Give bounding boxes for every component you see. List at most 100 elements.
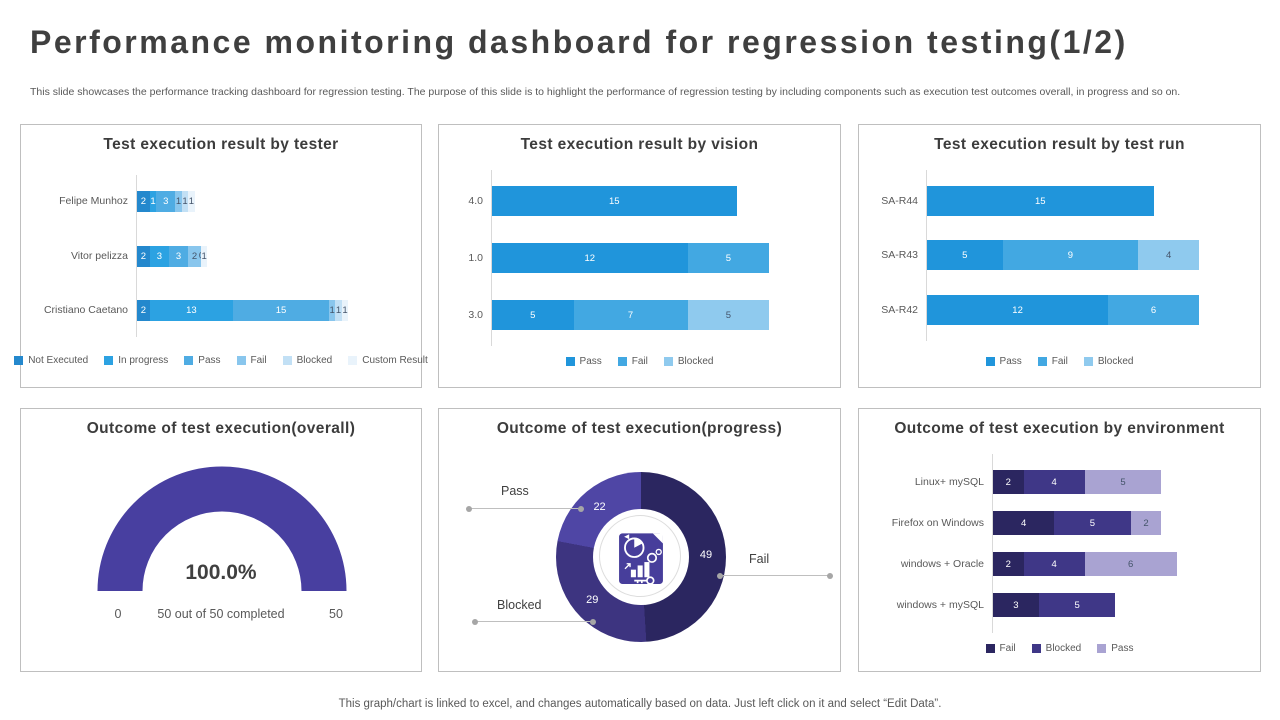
- legend-swatch: [617, 357, 627, 366]
- bar-segment: 2: [137, 299, 150, 321]
- footer-note: This graph/chart is linked to excel, and…: [338, 698, 942, 710]
- category-label: SA-R43: [881, 249, 918, 261]
- category-label: Cristiano Caetano: [43, 304, 128, 316]
- legend-item: Fail: [1037, 356, 1068, 367]
- legend-swatch: [282, 356, 292, 365]
- value-label: 3: [163, 195, 169, 207]
- legend-swatch: [14, 356, 24, 365]
- bar-segment: 4: [993, 511, 1055, 535]
- pie-label-pass: Pass: [501, 484, 529, 498]
- value-label: 5: [962, 249, 968, 261]
- leader-line-blocked: [472, 618, 596, 625]
- legend-item: Fail: [985, 643, 1016, 654]
- legend-swatch: [1083, 357, 1093, 366]
- legend-item: In progress: [104, 355, 168, 366]
- value-label: 5: [1120, 476, 1126, 488]
- value-label: 5: [725, 309, 731, 321]
- legend-item: Fail: [236, 355, 267, 366]
- gauge-caption: 50 out of 50 completed: [157, 607, 285, 621]
- legend-swatch: [663, 357, 673, 366]
- panel-test-execution-by-test-run: Test execution result by test run SA-R44…: [858, 124, 1261, 388]
- bar-segment: 1: [188, 190, 195, 212]
- panel-test-execution-by-tester: Test execution result by tester Felipe M…: [14, 124, 428, 388]
- donut-value-label: 22: [593, 500, 606, 513]
- bar-segment: 6: [1084, 552, 1177, 576]
- legend-swatch: [1031, 644, 1041, 653]
- bar-segment: 4: [1023, 470, 1085, 494]
- analytics-report-icon: [619, 533, 663, 585]
- chart-title: Test execution result by vision: [520, 136, 759, 153]
- legend-swatch: [1037, 357, 1047, 366]
- legend-item: Pass: [985, 356, 1022, 367]
- value-label: 12: [1012, 304, 1023, 316]
- bar-segment: 5: [1038, 593, 1116, 617]
- legend-item: Blocked: [663, 356, 714, 367]
- value-label: 4: [1051, 476, 1057, 488]
- legend-swatch: [184, 356, 194, 365]
- value-label: 1: [150, 195, 156, 207]
- pie-label-fail: Fail: [749, 552, 770, 566]
- bar-segment: 12: [492, 243, 688, 273]
- value-axis-line: [992, 454, 993, 633]
- bar-segment: 9: [1002, 240, 1139, 270]
- bar-segment: 5: [687, 243, 770, 273]
- value-label: 7: [627, 309, 634, 321]
- legend-swatch: [985, 644, 995, 653]
- value-label: 2: [1143, 517, 1149, 529]
- value-label: 12: [584, 252, 596, 264]
- legend-label: Blocked: [1045, 643, 1082, 654]
- chart-title: Test execution result by test run: [934, 136, 1185, 153]
- legend-label: Not Executed: [28, 355, 89, 366]
- chart-title: Test execution result by tester: [103, 136, 339, 153]
- stacked-bar: 233201: [137, 245, 208, 267]
- value-label: 1: [329, 304, 335, 316]
- stacked-bar-chart-test-run: SA-R44 15 SA-R43 5 9 4 SA-R42 12 6 Pass Fail Blocke…: [859, 125, 1260, 387]
- value-label: 2: [140, 304, 147, 316]
- bar-segment: 7: [573, 300, 688, 330]
- legend-label: Fail: [631, 356, 648, 367]
- bar-segment: 4: [1023, 552, 1085, 576]
- category-label: windows + mySQL: [896, 599, 984, 611]
- bar-segment: 5: [1084, 470, 1162, 494]
- value-label: 3: [175, 250, 182, 262]
- value-label: 2: [1005, 558, 1011, 570]
- bar-segment: 15: [927, 186, 1154, 216]
- legend-item: Pass: [565, 356, 602, 367]
- gauge-max-label: 50: [329, 607, 343, 621]
- stacked-bar: 12 5: [492, 243, 770, 273]
- legend-label: Pass: [198, 355, 221, 366]
- bar-segment: 2: [1130, 511, 1162, 535]
- legend-label: Pass: [1111, 643, 1134, 654]
- category-label: Felipe Munhoz: [59, 195, 128, 207]
- value-label: 6: [1150, 304, 1157, 316]
- bar-segment: 15: [232, 299, 329, 321]
- donut-inner-ring: [599, 515, 681, 597]
- value-label: 1: [201, 250, 207, 262]
- pie-label-blocked: Blocked: [497, 598, 542, 612]
- legend-label: Blocked: [677, 356, 714, 367]
- bar-segment: 13: [149, 299, 233, 321]
- legend-item: Custom Result: [348, 355, 428, 366]
- bar-segment: 2: [137, 190, 150, 212]
- stacked-bar-chart-environment: Linux+ mySQL 2 4 5 Firefox on Windows 4 5 2 wind…: [859, 409, 1260, 671]
- value-label: 3: [1013, 599, 1019, 611]
- bar-segment: 2: [188, 245, 201, 267]
- legend-label: Blocked: [1097, 356, 1134, 367]
- legend-item: Fail: [617, 356, 648, 367]
- stacked-bar: 2 4 6: [993, 552, 1177, 576]
- legend-label: Custom Result: [362, 355, 428, 366]
- chart-title: Outcome of test execution(overall): [86, 420, 356, 437]
- legend-label: Fail: [1051, 356, 1068, 367]
- value-label: 1: [342, 304, 348, 316]
- page-title: Performance monitoring dashboard for reg…: [30, 24, 1128, 60]
- value-label: 3: [156, 250, 163, 262]
- category-label: Vitor pelizza: [70, 250, 128, 262]
- legend-label: Fail: [999, 643, 1016, 654]
- bar-segment: 1: [149, 190, 157, 212]
- bar-segment: 1: [328, 299, 336, 321]
- panel-test-execution-by-vision: Test execution result by vision 4.0 15 1.0…: [438, 124, 841, 388]
- stacked-bar: 4 5 2: [993, 511, 1162, 535]
- leader-line-fail: [717, 572, 833, 579]
